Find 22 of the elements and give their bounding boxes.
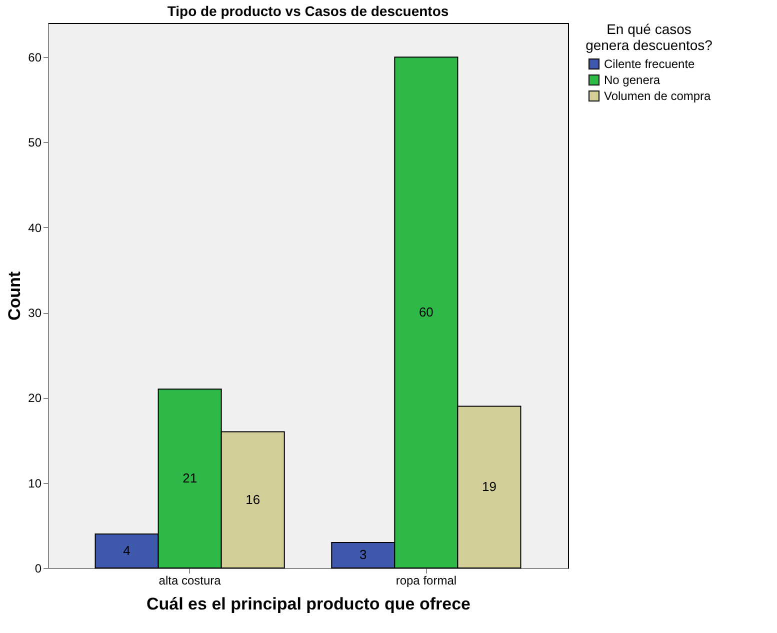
y-tick-label: 40: [28, 220, 42, 235]
y-tick-label: 0: [34, 562, 42, 576]
legend-title: En qué casos genera descuentos?: [586, 21, 713, 53]
y-tick-label: 50: [28, 136, 42, 150]
y-tick-label: 10: [28, 476, 42, 490]
x-tick-label: alta costura: [158, 574, 222, 588]
data-label: 16: [246, 492, 260, 507]
legend-label: No genera: [604, 73, 660, 87]
data-label: 4: [123, 542, 130, 558]
data-label: 19: [482, 479, 496, 494]
data-label: 21: [182, 470, 198, 486]
y-tick-label: 20: [28, 391, 42, 406]
x-axis-title: Cuál es el principal producto que ofrece: [146, 594, 471, 614]
data-label: 60: [418, 304, 434, 320]
legend-label: Cilente frecuente: [604, 57, 696, 71]
y-tick-label: 30: [28, 306, 42, 320]
chart-title: Tipo de producto vs Casos de descuentos: [167, 3, 449, 19]
y-axis-title: Count: [5, 271, 24, 321]
y-tick-label: 60: [28, 50, 42, 65]
legend-label: Volumen de compra: [604, 89, 712, 103]
data-label: 3: [360, 547, 367, 562]
x-tick-label: ropa formal: [396, 574, 457, 588]
